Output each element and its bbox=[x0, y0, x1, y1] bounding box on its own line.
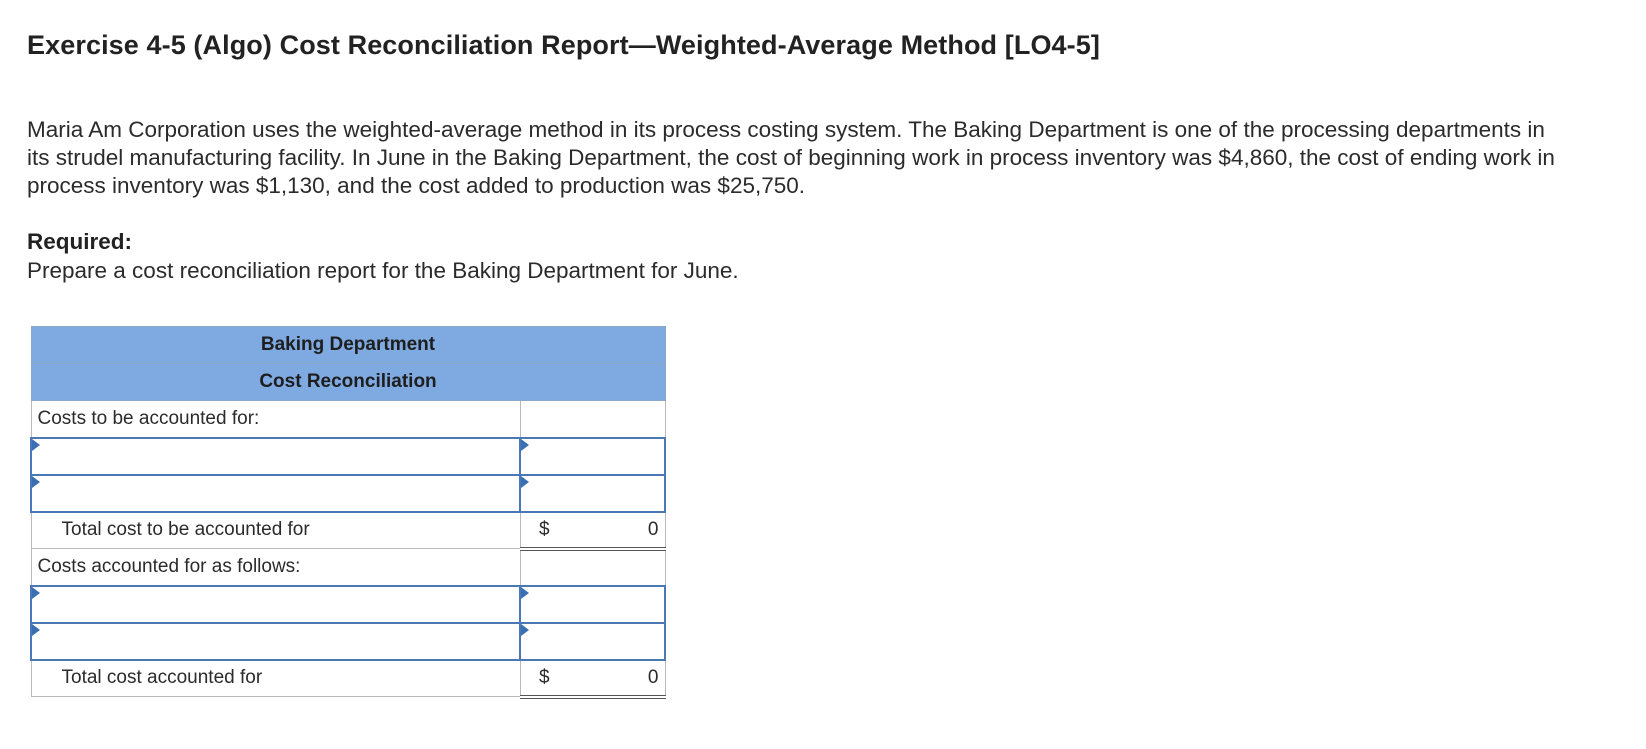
total-label-cell: Total cost accounted for bbox=[30, 659, 521, 697]
total-label-cell: Total cost to be accounted for bbox=[30, 511, 521, 549]
accounted-as-follows-label-input-2[interactable] bbox=[32, 623, 520, 659]
total-row-accounted: Total cost accounted for $ 0 bbox=[30, 659, 666, 699]
problem-statement: Maria Am Corporation uses the weighted-a… bbox=[27, 117, 1555, 198]
input-marker-icon bbox=[521, 475, 530, 488]
total-row-to-account: Total cost to be accounted for $ 0 bbox=[30, 511, 666, 551]
amount-input-cell[interactable] bbox=[519, 436, 666, 476]
report-heading: Cost Reconciliation bbox=[30, 363, 666, 401]
empty-amount-cell bbox=[519, 400, 666, 438]
costs-to-account-label-input-1[interactable] bbox=[32, 438, 520, 474]
amount-input-cell[interactable] bbox=[519, 473, 666, 513]
total-amount-cell: $ 0 bbox=[519, 659, 666, 699]
input-marker-icon bbox=[521, 438, 530, 451]
costs-to-account-label-input-2[interactable] bbox=[32, 475, 520, 511]
label-input-cell[interactable] bbox=[29, 436, 522, 476]
required-instructions: Prepare a cost reconciliation report for… bbox=[27, 258, 739, 283]
total-amount-cell: $ 0 bbox=[519, 511, 666, 551]
section-label-costs-to-account: Costs to be accounted for: bbox=[30, 400, 521, 438]
section-label-text: Costs accounted for as follows: bbox=[37, 555, 301, 577]
section-row-costs-to-account: Costs to be accounted for: bbox=[30, 400, 666, 438]
label-input-cell[interactable] bbox=[29, 621, 522, 661]
cost-reconciliation-table: Baking Department Cost Reconciliation Co… bbox=[29, 326, 666, 699]
label-input-cell[interactable] bbox=[29, 584, 522, 624]
amount-input-cell[interactable] bbox=[519, 584, 666, 624]
input-marker-icon bbox=[32, 438, 40, 451]
empty-amount-cell bbox=[519, 548, 666, 586]
accounted-as-follows-amount-input-2[interactable] bbox=[521, 623, 664, 659]
required-heading: Required: bbox=[27, 229, 133, 254]
input-row bbox=[29, 436, 666, 476]
total-cost-accounted-value: 0 bbox=[647, 666, 659, 688]
input-row bbox=[29, 621, 666, 661]
input-marker-icon bbox=[32, 586, 40, 599]
currency-symbol: $ bbox=[538, 518, 550, 540]
input-marker-icon bbox=[521, 623, 530, 636]
total-cost-to-be-accounted-label: Total cost to be accounted for bbox=[61, 519, 310, 541]
currency-symbol: $ bbox=[538, 666, 550, 688]
costs-to-account-amount-input-2[interactable] bbox=[521, 475, 664, 511]
section-label-accounted-as-follows: Costs accounted for as follows: bbox=[30, 548, 521, 586]
input-row bbox=[29, 473, 666, 513]
header-row-department: Baking Department bbox=[30, 326, 666, 364]
accounted-as-follows-amount-input-1[interactable] bbox=[521, 586, 664, 622]
total-cost-to-be-accounted-value: 0 bbox=[647, 518, 659, 540]
input-marker-icon bbox=[32, 623, 40, 636]
input-marker-icon bbox=[521, 586, 530, 599]
amount-input-cell[interactable] bbox=[519, 621, 666, 661]
department-heading: Baking Department bbox=[30, 326, 666, 364]
costs-to-account-amount-input-1[interactable] bbox=[521, 438, 664, 474]
section-row-accounted-as-follows: Costs accounted for as follows: bbox=[30, 548, 666, 586]
label-input-cell[interactable] bbox=[29, 473, 522, 513]
accounted-as-follows-label-input-1[interactable] bbox=[32, 586, 520, 622]
input-marker-icon bbox=[32, 475, 40, 488]
section-label-text: Costs to be accounted for: bbox=[37, 407, 260, 429]
input-row bbox=[29, 584, 666, 624]
total-cost-accounted-label: Total cost accounted for bbox=[61, 667, 263, 689]
exercise-title: Exercise 4-5 (Algo) Cost Reconciliation … bbox=[27, 30, 1100, 60]
header-row-report: Cost Reconciliation bbox=[30, 363, 666, 401]
